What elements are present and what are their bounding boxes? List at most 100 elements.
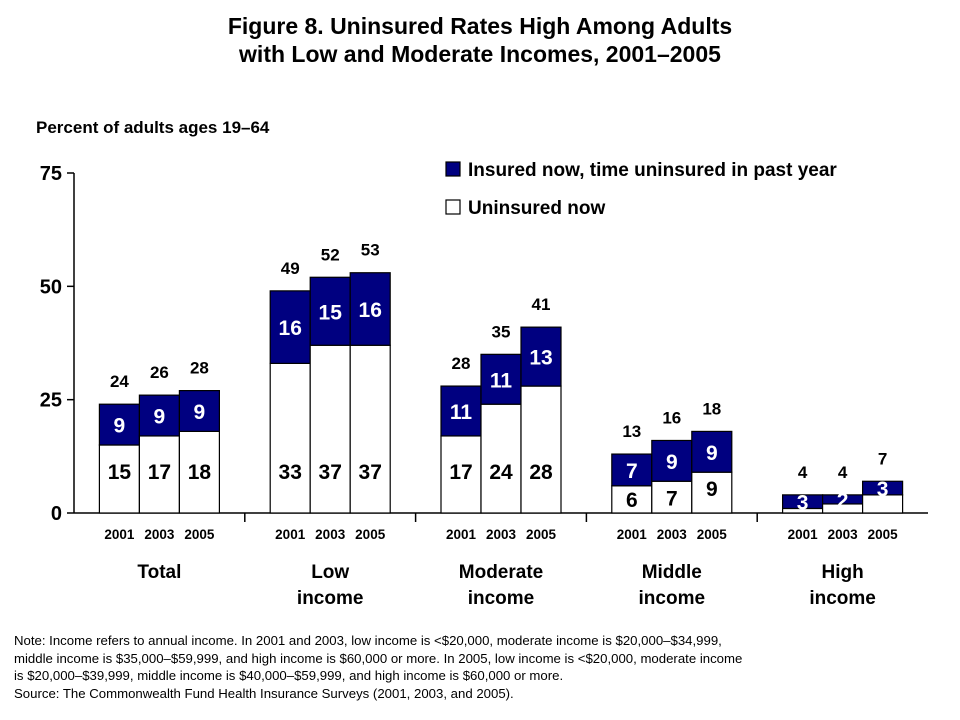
bar-total-label: 7 [878, 449, 887, 468]
bar-value-label-uninsured-now: 37 [319, 461, 342, 484]
legend-swatch-uninsured-now [445, 199, 461, 215]
legend-label-uninsured-now: Uninsured now [468, 198, 605, 219]
legend-label-insured-now: Insured now, time uninsured in past year [468, 160, 837, 181]
bar-total-label: 28 [190, 359, 209, 378]
x-group-label: Low [311, 562, 349, 583]
bar-segment-insured-now [178, 390, 220, 433]
bar-total-label: 52 [321, 245, 340, 264]
bar-segment-uninsured-now [480, 403, 522, 514]
bar-value-label-insured-now: 9 [114, 415, 126, 438]
bar-value-label-uninsured-now: 33 [279, 461, 302, 484]
chart-title-line-1: Figure 8. Uninsured Rates High Among Adu… [227, 13, 733, 39]
bar-segment-insured-now [651, 439, 693, 482]
bar-value-label-insured-now: 9 [666, 451, 678, 474]
bar-total-label: 28 [452, 354, 471, 373]
bar-value-label-insured-now: 16 [359, 299, 382, 322]
bar-segment-insured-now [611, 453, 653, 487]
x-group-label: income [468, 588, 535, 609]
bar-value-label-insured-now: 15 [319, 301, 343, 324]
x-group-label: income [297, 588, 364, 609]
bar-segment-uninsured-now [178, 430, 220, 514]
x-year-label: 2003 [828, 527, 859, 542]
bar-segment-insured-now [861, 480, 904, 496]
note-line-3: is $20,000–$39,999, middle income is $40… [14, 668, 564, 683]
bar-total-label: 24 [110, 372, 129, 391]
x-year-label: 2003 [144, 527, 175, 542]
bar-total-label: 26 [150, 363, 169, 382]
bar-segment-uninsured-now [309, 344, 351, 514]
note-line-1: Note: Income refers to annual income. In… [14, 633, 722, 648]
bar-value-label-uninsured-now: 17 [148, 461, 171, 484]
bar-value-label-uninsured-now: 7 [666, 487, 678, 510]
bar-value-label-insured-now: 11 [450, 401, 473, 424]
x-year-label: 2005 [697, 527, 728, 542]
bar-segment-uninsured-now [520, 385, 562, 514]
chart-note: Note: Income refers to annual income. In… [14, 632, 944, 702]
bar-segment-insured-now [691, 430, 733, 473]
bar-value-label-insured-now: 16 [279, 317, 302, 340]
bar-segment-uninsured-now [691, 471, 733, 514]
y-tick-label: 50 [40, 276, 62, 298]
x-year-label: 2005 [526, 527, 557, 542]
x-group-label: Moderate [459, 562, 543, 583]
y-axis-label: Percent of adults ages 19–64 [36, 118, 270, 137]
x-year-label: 2003 [657, 527, 688, 542]
bar-segment-insured-now [480, 353, 522, 405]
bar-total-label: 49 [281, 259, 300, 278]
bar-total-label: 4 [838, 463, 848, 482]
bar-value-label-insured-now: 3 [797, 492, 809, 515]
bar-value-label-insured-now: 9 [194, 401, 206, 424]
bar-total-label: 13 [622, 422, 641, 441]
x-group-label: Middle [642, 562, 702, 583]
bar-total-label: 41 [532, 295, 551, 314]
bar-segment-uninsured-now [269, 362, 311, 514]
bar-value-label-uninsured-now: 18 [188, 461, 212, 484]
bar-segment-insured-now [269, 290, 311, 365]
legend-swatch-insured-now [445, 161, 461, 177]
bar-value-label-uninsured-now: 17 [449, 461, 472, 484]
x-group-label: High [821, 562, 863, 583]
x-year-label: 2001 [104, 527, 135, 542]
bar-segment-uninsured-now [349, 344, 391, 514]
bar-value-label-insured-now: 7 [626, 460, 638, 483]
bar-value-label-insured-now: 9 [706, 442, 718, 465]
bar-value-label-insured-now: 9 [154, 406, 166, 429]
x-year-label: 2005 [868, 527, 899, 542]
bar-segment-insured-now [520, 326, 562, 387]
y-tick-label: 25 [40, 390, 62, 412]
x-group-label: income [809, 588, 876, 609]
x-year-label: 2001 [275, 527, 306, 542]
bar-value-label-uninsured-now: 6 [626, 489, 638, 512]
bar-value-label-uninsured-now: 24 [489, 461, 513, 484]
bar-value-label-insured-now: 11 [490, 369, 513, 392]
bar-total-label: 4 [798, 463, 808, 482]
bar-total-label: 16 [662, 408, 681, 427]
bar-value-label-uninsured-now: 15 [108, 461, 132, 484]
y-tick-label: 75 [40, 163, 62, 185]
note-line-4: Source: The Commonwealth Fund Health Ins… [14, 685, 514, 701]
bar-value-label-insured-now: 13 [529, 347, 552, 370]
x-year-label: 2001 [788, 527, 819, 542]
bar-segment-insured-now [349, 272, 391, 346]
bar-value-label-uninsured-now: 9 [706, 478, 718, 501]
bar-value-label-insured-now: 3 [877, 478, 889, 501]
y-tick-label: 0 [51, 503, 62, 525]
chart-title: Figure 8. Uninsured Rates High Among Adu… [0, 12, 960, 68]
x-year-label: 2003 [315, 527, 346, 542]
note-line-2: middle income is $35,000–$59,999, and hi… [14, 650, 743, 666]
bar-total-label: 35 [492, 322, 511, 341]
bar-total-label: 53 [361, 241, 380, 260]
x-group-label: income [639, 588, 706, 609]
stacked-bar-chart: 0 25 50 75 9 15 24 2001 9 17 26 2003 9 18 28 2005 Total 1… [40, 160, 928, 609]
bar-total-label: 18 [702, 399, 721, 418]
bar-value-label-uninsured-now: 28 [529, 461, 553, 484]
chart-title-line-2: with Low and Moderate Incomes, 2001–2005 [239, 41, 721, 67]
x-year-label: 2005 [184, 527, 215, 542]
x-year-label: 2005 [355, 527, 386, 542]
x-year-label: 2001 [446, 527, 477, 542]
bar-segment-insured-now [309, 276, 351, 346]
x-year-label: 2001 [617, 527, 648, 542]
x-group-label: Total [137, 562, 181, 583]
x-year-label: 2003 [486, 527, 517, 542]
bar-value-label-uninsured-now: 37 [359, 461, 382, 484]
